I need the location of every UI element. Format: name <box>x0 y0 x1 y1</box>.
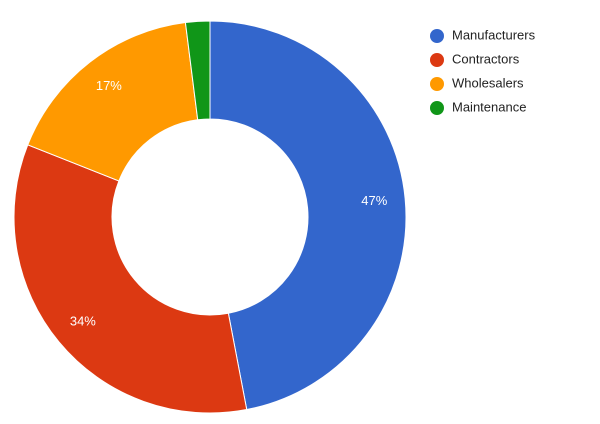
legend-label: Contractors <box>452 51 520 66</box>
value-label: 17% <box>96 78 122 93</box>
slice <box>27 21 199 182</box>
legend-swatch <box>430 77 444 91</box>
value-label: 47% <box>361 193 387 208</box>
slice <box>184 20 211 121</box>
legend-label: Maintenance <box>452 99 526 114</box>
value-label: 34% <box>70 314 96 329</box>
slice <box>209 20 407 411</box>
slice <box>13 144 248 414</box>
legend-label: Manufacturers <box>452 27 536 42</box>
legend-label: Wholesalers <box>452 75 524 90</box>
legend-swatch <box>430 53 444 67</box>
legend-swatch <box>430 101 444 115</box>
legend-swatch <box>430 29 444 43</box>
